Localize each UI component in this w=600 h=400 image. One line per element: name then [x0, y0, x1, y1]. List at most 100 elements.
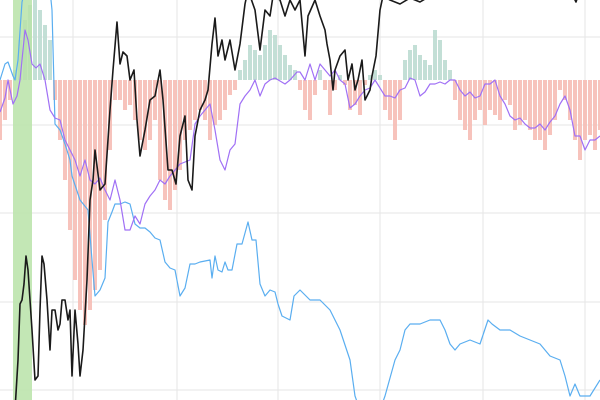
bar-positive: [283, 55, 287, 80]
bar-negative: [148, 80, 152, 140]
bar-negative: [213, 80, 217, 125]
bar-positive: [248, 45, 252, 80]
bar-negative: [468, 80, 472, 140]
bar-negative: [193, 80, 197, 120]
bar-negative: [558, 80, 562, 90]
bar-negative: [343, 80, 347, 85]
bar-negative: [493, 80, 497, 115]
bar-negative: [233, 80, 237, 90]
bar-positive: [288, 65, 292, 80]
bar-negative: [158, 80, 162, 180]
bar-negative: [553, 80, 557, 120]
bar-negative: [128, 80, 132, 105]
bar-negative: [543, 80, 547, 150]
bar-negative: [348, 80, 352, 110]
bar-negative: [598, 80, 600, 130]
bar-positive: [243, 60, 247, 80]
bar-negative: [208, 80, 212, 140]
bar-positive: [418, 55, 422, 80]
bar-negative: [533, 80, 537, 140]
bar-negative: [588, 80, 592, 135]
bar-negative: [223, 80, 227, 110]
bar-negative: [363, 80, 367, 85]
bar-negative: [538, 80, 542, 140]
bar-negative: [398, 80, 402, 120]
bar-negative: [548, 80, 552, 135]
bar-positive: [318, 70, 322, 80]
bar-negative: [593, 80, 597, 150]
bar-negative: [298, 80, 302, 90]
bar-negative: [303, 80, 307, 110]
bar-negative: [483, 80, 487, 125]
highlight-span: [13, 0, 32, 400]
bar-positive: [423, 60, 427, 80]
bar-negative: [498, 80, 502, 120]
bar-positive: [443, 60, 447, 80]
bar-positive: [48, 40, 52, 80]
bar-positive: [378, 75, 382, 80]
bar-positive: [448, 70, 452, 80]
bar-negative: [393, 80, 397, 140]
bar-negative: [583, 80, 587, 140]
bar-negative: [453, 80, 457, 100]
bar-negative: [473, 80, 477, 120]
bar-negative: [333, 80, 337, 90]
bar-negative: [573, 80, 577, 140]
bar-positive: [403, 60, 407, 80]
bars: [0, 0, 600, 325]
bar-positive: [368, 75, 372, 80]
bar-negative: [143, 80, 147, 150]
bar-negative: [3, 80, 7, 120]
bar-negative: [153, 80, 157, 120]
bar-positive: [373, 70, 377, 80]
bar-negative: [98, 80, 102, 270]
bar-negative: [463, 80, 467, 130]
bar-negative: [178, 80, 182, 170]
bar-positive: [33, 0, 37, 80]
bar-positive: [338, 75, 342, 80]
black-line-series: [14, 0, 578, 400]
bar-negative: [518, 80, 522, 125]
bar-negative: [218, 80, 222, 120]
bar-negative: [388, 80, 392, 120]
bar-negative: [523, 80, 527, 120]
bar-negative: [138, 80, 142, 140]
bar-negative: [68, 80, 72, 230]
bar-positive: [268, 30, 272, 80]
bar-negative: [188, 80, 192, 130]
purple-line-series: [0, 29, 600, 231]
bar-negative: [73, 80, 77, 280]
bar-positive: [433, 30, 437, 80]
bar-negative: [58, 80, 62, 140]
highlight-span-group: [13, 0, 32, 400]
bar-negative: [173, 80, 177, 190]
bar-negative: [123, 80, 127, 110]
bar-negative: [63, 80, 67, 180]
bar-positive: [258, 55, 262, 80]
bar-positive: [273, 35, 277, 80]
bar-negative: [113, 80, 117, 100]
bar-negative: [118, 80, 122, 100]
bar-negative: [358, 80, 362, 115]
bar-negative: [503, 80, 507, 100]
bar-positive: [238, 70, 242, 80]
bar-negative: [78, 80, 82, 310]
bar-negative: [508, 80, 512, 105]
bar-negative: [53, 80, 57, 100]
bar-positive: [408, 50, 412, 80]
bar-negative: [458, 80, 462, 120]
bar-negative: [168, 80, 172, 210]
bar-positive: [428, 65, 432, 80]
bar-negative: [568, 80, 572, 120]
bar-positive: [278, 45, 282, 80]
bar-positive: [438, 40, 442, 80]
bar-negative: [163, 80, 167, 200]
bar-negative: [183, 80, 187, 140]
bar-positive: [38, 10, 42, 80]
bar-positive: [413, 45, 417, 80]
bar-negative: [578, 80, 582, 160]
bar-negative: [528, 80, 532, 130]
bar-negative: [353, 80, 357, 105]
